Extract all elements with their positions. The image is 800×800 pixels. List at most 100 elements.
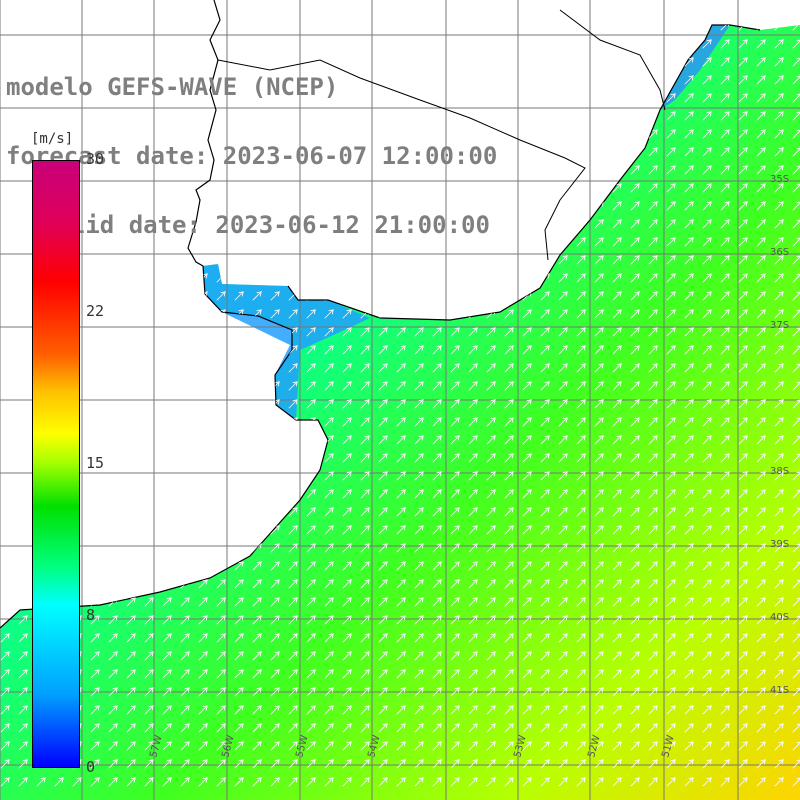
wind-arrow bbox=[432, 633, 442, 643]
wind-arrow bbox=[360, 669, 370, 679]
wind-arrow bbox=[756, 183, 766, 193]
wind-arrow bbox=[198, 615, 208, 625]
wind-arrow bbox=[486, 327, 496, 337]
wind-arrow bbox=[774, 57, 784, 67]
wind-arrow bbox=[612, 237, 622, 247]
wind-arrow bbox=[738, 741, 748, 751]
wind-arrow bbox=[306, 615, 316, 625]
wind-arrow bbox=[684, 741, 694, 751]
wind-arrow bbox=[414, 669, 424, 679]
wind-arrow bbox=[738, 651, 748, 661]
wind-arrow bbox=[684, 489, 694, 499]
wind-arrow bbox=[504, 201, 514, 211]
wind-arrow bbox=[774, 417, 784, 427]
wind-arrow bbox=[180, 687, 190, 697]
wind-arrow bbox=[756, 129, 766, 139]
wind-arrow bbox=[360, 471, 370, 481]
wind-arrow bbox=[558, 561, 568, 571]
wind-arrow bbox=[630, 291, 640, 301]
wind-arrow bbox=[90, 669, 100, 679]
wind-arrow bbox=[702, 741, 712, 751]
wind-arrow bbox=[252, 489, 262, 499]
wind-arrow bbox=[630, 93, 640, 103]
wind-arrow bbox=[593, 2, 605, 14]
wind-arrow bbox=[306, 381, 316, 391]
wind-arrow bbox=[324, 327, 334, 337]
wind-arrow bbox=[180, 291, 190, 301]
wind-arrow bbox=[791, 2, 800, 14]
wind-arrow bbox=[468, 507, 478, 517]
wind-arrow bbox=[144, 507, 154, 517]
wind-arrow bbox=[666, 687, 676, 697]
title-valid-date: valid date: 2023-06-12 21:00:00 bbox=[42, 211, 490, 239]
wind-arrow bbox=[774, 273, 784, 283]
wind-arrow bbox=[90, 705, 100, 715]
wind-arrow bbox=[162, 417, 172, 427]
wind-arrow bbox=[432, 525, 442, 535]
wind-arrow bbox=[504, 111, 514, 121]
wind-arrow bbox=[630, 615, 640, 625]
wind-arrow bbox=[234, 741, 244, 751]
wind-arrow bbox=[756, 75, 766, 85]
wind-arrow bbox=[720, 39, 730, 49]
wind-arrow bbox=[666, 543, 676, 553]
wind-arrow bbox=[540, 687, 550, 697]
wind-arrow bbox=[450, 471, 460, 481]
wind-arrow bbox=[324, 543, 334, 553]
wind-arrow bbox=[630, 237, 640, 247]
wind-arrow bbox=[612, 453, 622, 463]
wind-arrow bbox=[720, 579, 730, 589]
wind-arrow bbox=[414, 507, 424, 517]
wind-arrow bbox=[576, 273, 586, 283]
wind-arrow bbox=[486, 471, 496, 481]
wind-arrow bbox=[756, 39, 766, 49]
wind-arrow bbox=[126, 651, 136, 661]
wind-arrow bbox=[414, 741, 424, 751]
wind-arrow bbox=[198, 579, 208, 589]
wind-arrow bbox=[522, 39, 532, 49]
wind-arrow bbox=[630, 25, 640, 31]
wind-arrow bbox=[270, 597, 280, 607]
wind-arrow bbox=[486, 381, 496, 391]
wind-arrow bbox=[756, 597, 766, 607]
wind-arrow bbox=[630, 435, 640, 445]
wind-arrow bbox=[503, 2, 515, 14]
wind-arrow bbox=[558, 507, 568, 517]
wind-arrow bbox=[576, 111, 586, 121]
wind-arrow bbox=[90, 615, 100, 625]
wind-arrow bbox=[198, 507, 208, 517]
wind-arrow bbox=[18, 291, 28, 301]
wind-arrow bbox=[18, 669, 28, 679]
wind-arrow bbox=[216, 507, 226, 517]
wind-arrow bbox=[324, 723, 334, 733]
wind-arrow bbox=[432, 723, 442, 733]
wind-arrow bbox=[756, 255, 766, 265]
wind-arrow bbox=[720, 75, 730, 85]
wind-arrow bbox=[378, 687, 388, 697]
wind-arrow bbox=[504, 129, 514, 139]
wind-arrow bbox=[558, 255, 568, 265]
wind-arrow bbox=[738, 237, 748, 247]
wind-arrow bbox=[180, 633, 190, 643]
wind-arrow bbox=[648, 219, 658, 229]
wind-arrow bbox=[0, 543, 10, 553]
wind-arrow bbox=[108, 669, 118, 679]
wind-arrow bbox=[738, 597, 748, 607]
wind-arrow bbox=[666, 741, 676, 751]
wind-arrow bbox=[630, 363, 640, 373]
wind-arrow bbox=[0, 579, 10, 589]
wind-arrow bbox=[324, 489, 334, 499]
wind-arrow bbox=[270, 435, 280, 445]
wind-arrow bbox=[720, 687, 730, 697]
wind-arrow bbox=[432, 417, 442, 427]
wind-arrow bbox=[252, 453, 262, 463]
wind-arrow bbox=[252, 345, 262, 355]
wind-arrow bbox=[666, 489, 676, 499]
wind-arrow bbox=[720, 237, 730, 247]
wind-arrow bbox=[252, 507, 262, 517]
wind-arrow bbox=[594, 291, 604, 301]
wind-arrow bbox=[720, 741, 730, 751]
wind-arrow bbox=[719, 2, 731, 14]
wind-arrow bbox=[108, 615, 118, 625]
wind-arrow bbox=[702, 39, 712, 49]
